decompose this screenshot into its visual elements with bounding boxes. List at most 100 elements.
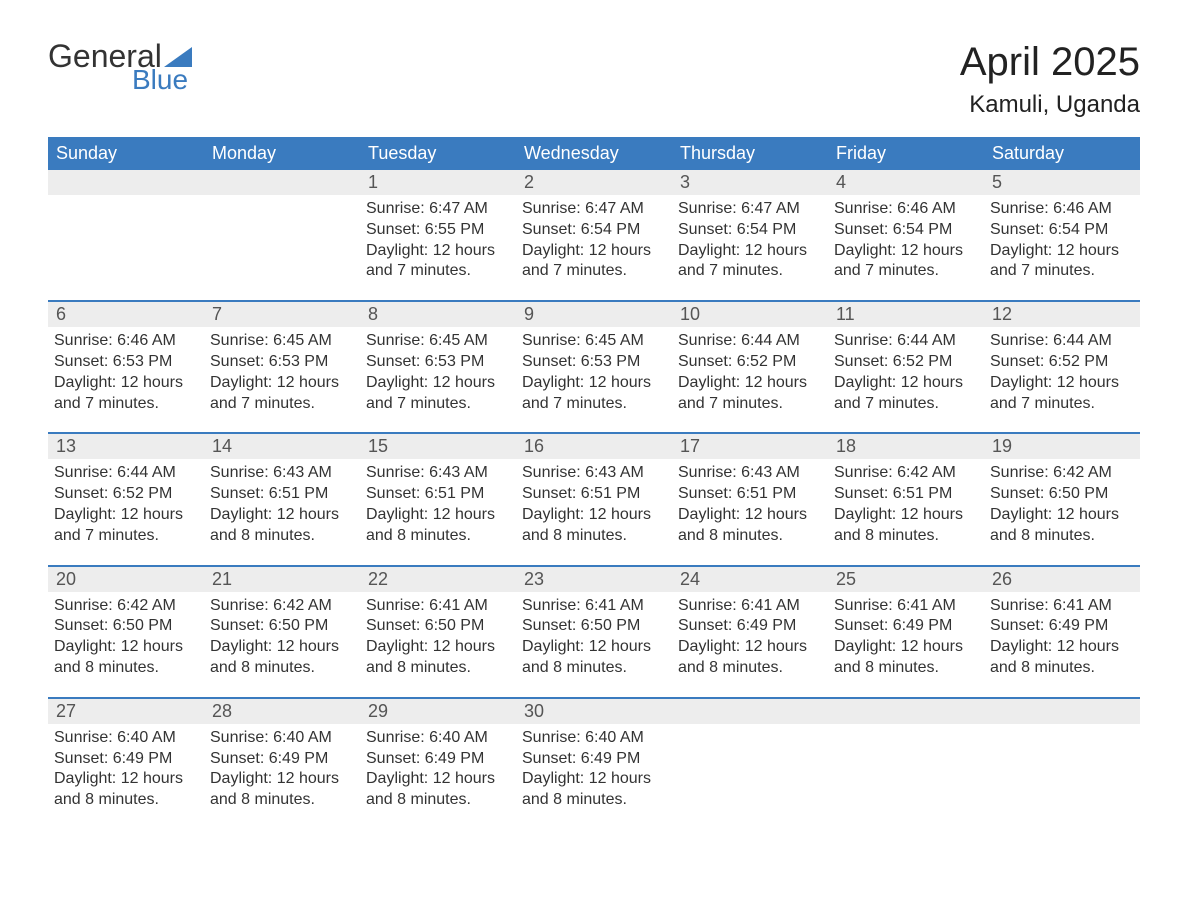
day-number-strip: 23 bbox=[516, 567, 672, 592]
day-info-line: Sunrise: 6:43 AM bbox=[522, 463, 666, 484]
day-cell: 29Sunrise: 6:40 AMSunset: 6:49 PMDayligh… bbox=[360, 699, 516, 829]
day-number-strip: 15 bbox=[360, 434, 516, 459]
day-info-line: Sunset: 6:50 PM bbox=[366, 616, 510, 637]
calendar: SundayMondayTuesdayWednesdayThursdayFrid… bbox=[48, 137, 1140, 829]
month-title: April 2025 bbox=[960, 40, 1140, 85]
day-cell: 9Sunrise: 6:45 AMSunset: 6:53 PMDaylight… bbox=[516, 302, 672, 432]
day-cell: 10Sunrise: 6:44 AMSunset: 6:52 PMDayligh… bbox=[672, 302, 828, 432]
page-header: General Blue April 2025 Kamuli, Uganda bbox=[48, 40, 1140, 119]
day-cell bbox=[984, 699, 1140, 829]
day-info-line: Daylight: 12 hours bbox=[54, 769, 198, 790]
day-info-line: Daylight: 12 hours bbox=[678, 637, 822, 658]
day-info-line: and 8 minutes. bbox=[522, 658, 666, 679]
day-info-line: and 7 minutes. bbox=[834, 394, 978, 415]
day-info-line: Sunset: 6:49 PM bbox=[990, 616, 1134, 637]
day-cell: 28Sunrise: 6:40 AMSunset: 6:49 PMDayligh… bbox=[204, 699, 360, 829]
day-number bbox=[680, 701, 685, 721]
day-info-line: Daylight: 12 hours bbox=[834, 241, 978, 262]
day-info-line: and 7 minutes. bbox=[834, 261, 978, 282]
day-info-line: Sunrise: 6:46 AM bbox=[54, 331, 198, 352]
day-number-strip: 8 bbox=[360, 302, 516, 327]
day-number-strip: 7 bbox=[204, 302, 360, 327]
day-cell: 4Sunrise: 6:46 AMSunset: 6:54 PMDaylight… bbox=[828, 170, 984, 300]
day-info-line: Sunrise: 6:41 AM bbox=[834, 596, 978, 617]
day-info-line: and 8 minutes. bbox=[210, 790, 354, 811]
day-info-line: Sunrise: 6:45 AM bbox=[522, 331, 666, 352]
weekday-label: Saturday bbox=[984, 137, 1140, 170]
day-info-line: Sunrise: 6:40 AM bbox=[54, 728, 198, 749]
day-number-strip bbox=[984, 699, 1140, 724]
day-number: 25 bbox=[836, 569, 856, 589]
day-number: 4 bbox=[836, 172, 846, 192]
day-cell: 14Sunrise: 6:43 AMSunset: 6:51 PMDayligh… bbox=[204, 434, 360, 564]
day-number-strip: 28 bbox=[204, 699, 360, 724]
weekday-label: Monday bbox=[204, 137, 360, 170]
day-info-line: and 8 minutes. bbox=[678, 526, 822, 547]
day-cell: 13Sunrise: 6:44 AMSunset: 6:52 PMDayligh… bbox=[48, 434, 204, 564]
day-number: 11 bbox=[836, 304, 855, 324]
day-cell: 16Sunrise: 6:43 AMSunset: 6:51 PMDayligh… bbox=[516, 434, 672, 564]
day-info-line: Sunrise: 6:44 AM bbox=[990, 331, 1134, 352]
day-info-line: Daylight: 12 hours bbox=[210, 637, 354, 658]
day-number: 15 bbox=[368, 436, 388, 456]
day-info-line: and 7 minutes. bbox=[210, 394, 354, 415]
day-info-line: and 7 minutes. bbox=[678, 394, 822, 415]
day-number: 20 bbox=[56, 569, 76, 589]
calendar-week: 6Sunrise: 6:46 AMSunset: 6:53 PMDaylight… bbox=[48, 300, 1140, 432]
day-info-line: Daylight: 12 hours bbox=[522, 769, 666, 790]
weekday-label: Wednesday bbox=[516, 137, 672, 170]
day-number: 18 bbox=[836, 436, 856, 456]
day-info-line: Sunrise: 6:45 AM bbox=[210, 331, 354, 352]
day-info-line: Daylight: 12 hours bbox=[54, 637, 198, 658]
day-number: 14 bbox=[212, 436, 232, 456]
day-cell: 3Sunrise: 6:47 AMSunset: 6:54 PMDaylight… bbox=[672, 170, 828, 300]
day-number-strip: 18 bbox=[828, 434, 984, 459]
day-info-line: and 8 minutes. bbox=[678, 658, 822, 679]
day-info-line: Sunset: 6:54 PM bbox=[522, 220, 666, 241]
day-number: 22 bbox=[368, 569, 388, 589]
day-info-line: Sunrise: 6:43 AM bbox=[678, 463, 822, 484]
day-info-line: and 8 minutes. bbox=[210, 658, 354, 679]
day-info-line: Sunrise: 6:41 AM bbox=[990, 596, 1134, 617]
day-info-line: Daylight: 12 hours bbox=[366, 637, 510, 658]
day-number-strip: 5 bbox=[984, 170, 1140, 195]
day-info-line: Daylight: 12 hours bbox=[990, 637, 1134, 658]
day-number-strip: 19 bbox=[984, 434, 1140, 459]
day-info-line: Sunset: 6:49 PM bbox=[678, 616, 822, 637]
day-info-line: Sunrise: 6:41 AM bbox=[678, 596, 822, 617]
day-info-line: Sunset: 6:50 PM bbox=[522, 616, 666, 637]
day-number-strip: 25 bbox=[828, 567, 984, 592]
day-number: 8 bbox=[368, 304, 378, 324]
day-cell bbox=[672, 699, 828, 829]
day-info-line: and 8 minutes. bbox=[834, 658, 978, 679]
day-info-line: Daylight: 12 hours bbox=[366, 373, 510, 394]
day-info-line: Sunrise: 6:42 AM bbox=[990, 463, 1134, 484]
day-number-strip: 10 bbox=[672, 302, 828, 327]
day-info-line: Sunrise: 6:44 AM bbox=[834, 331, 978, 352]
day-cell: 7Sunrise: 6:45 AMSunset: 6:53 PMDaylight… bbox=[204, 302, 360, 432]
day-info-line: Daylight: 12 hours bbox=[522, 241, 666, 262]
day-info-line: Sunset: 6:49 PM bbox=[54, 749, 198, 770]
day-number-strip: 14 bbox=[204, 434, 360, 459]
day-info-line: and 7 minutes. bbox=[522, 261, 666, 282]
day-cell bbox=[828, 699, 984, 829]
day-info-line: Daylight: 12 hours bbox=[210, 373, 354, 394]
weekday-label: Sunday bbox=[48, 137, 204, 170]
day-info-line: Sunset: 6:52 PM bbox=[54, 484, 198, 505]
day-info-line: Sunrise: 6:43 AM bbox=[366, 463, 510, 484]
day-info-line: and 8 minutes. bbox=[522, 526, 666, 547]
day-info-line: Sunset: 6:49 PM bbox=[210, 749, 354, 770]
day-info-line: Daylight: 12 hours bbox=[366, 505, 510, 526]
day-number: 21 bbox=[212, 569, 232, 589]
day-number-strip: 6 bbox=[48, 302, 204, 327]
day-info-line: Sunset: 6:50 PM bbox=[210, 616, 354, 637]
location-label: Kamuli, Uganda bbox=[960, 91, 1140, 119]
day-number-strip: 4 bbox=[828, 170, 984, 195]
day-cell bbox=[204, 170, 360, 300]
day-number: 29 bbox=[368, 701, 388, 721]
day-cell: 23Sunrise: 6:41 AMSunset: 6:50 PMDayligh… bbox=[516, 567, 672, 697]
day-info-line: and 8 minutes. bbox=[54, 790, 198, 811]
day-cell: 8Sunrise: 6:45 AMSunset: 6:53 PMDaylight… bbox=[360, 302, 516, 432]
weekday-label: Thursday bbox=[672, 137, 828, 170]
day-cell: 5Sunrise: 6:46 AMSunset: 6:54 PMDaylight… bbox=[984, 170, 1140, 300]
